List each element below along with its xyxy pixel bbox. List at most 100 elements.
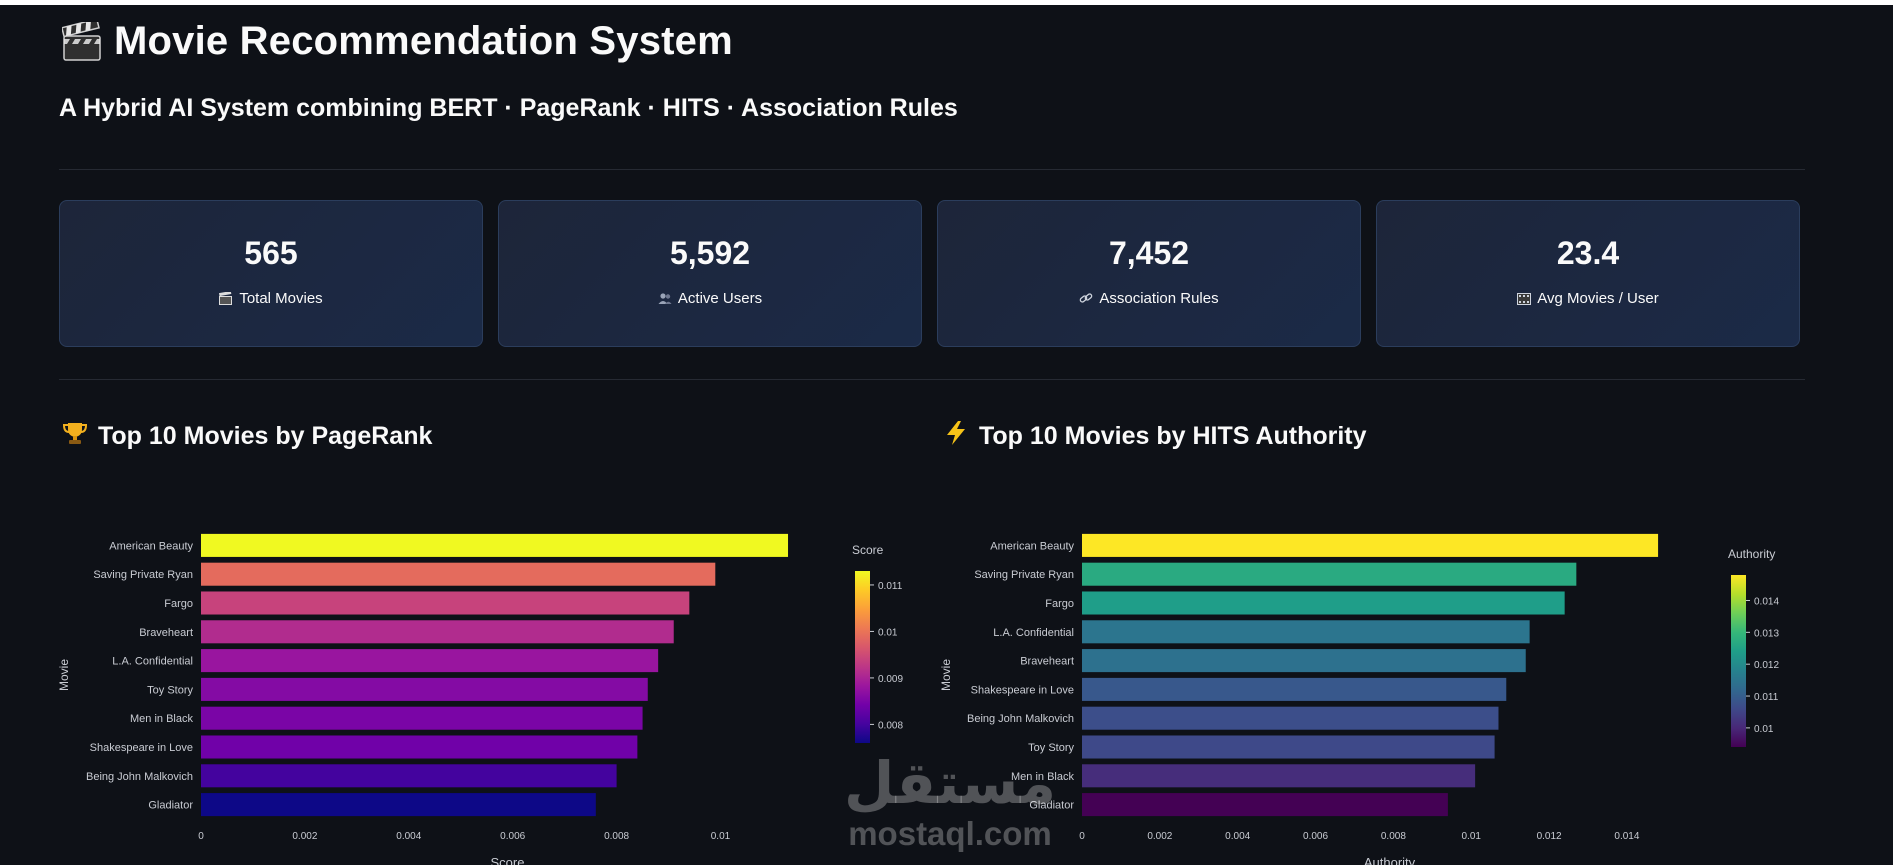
- colorbar-tick-label: 0.013: [1754, 628, 1779, 639]
- y-tick-label: Toy Story: [1028, 742, 1074, 754]
- colorbar-tick-label: 0.012: [1754, 660, 1779, 671]
- y-tick-label: Fargo: [164, 598, 193, 610]
- bar-men-in-black: [201, 706, 643, 730]
- x-axis-label: Score: [491, 855, 525, 865]
- y-tick-label: Being John Malkovich: [86, 771, 193, 783]
- x-tick-label: 0.002: [1147, 831, 1172, 842]
- divider-top: [59, 169, 1805, 170]
- lightning-icon: [943, 420, 969, 453]
- x-tick-label: 0.01: [711, 831, 731, 842]
- bar-shakespeare-in-love: [201, 735, 638, 759]
- y-tick-label: Being John Malkovich: [967, 713, 1074, 725]
- divider-middle: [59, 379, 1805, 380]
- y-tick-label: Men in Black: [1011, 771, 1074, 783]
- page-subtitle: A Hybrid AI System combining BERT · Page…: [59, 94, 958, 122]
- bar-being-john-malkovich: [201, 764, 617, 788]
- metric-label-row: Association Rules: [1079, 289, 1219, 307]
- metric-label: Association Rules: [1099, 289, 1219, 307]
- bar-men-in-black: [1082, 764, 1476, 788]
- bar-l-a-confidential: [201, 649, 659, 673]
- bar-saving-private-ryan: [1082, 562, 1577, 586]
- y-tick-label: American Beauty: [109, 540, 193, 552]
- x-tick-label: 0.008: [1381, 831, 1406, 842]
- colorbar: [855, 571, 870, 743]
- colorbar: [1731, 575, 1746, 747]
- metric-value: 565: [244, 234, 298, 271]
- colorbar-tick-label: 0.01: [878, 627, 898, 638]
- metric-card-total-movies: 565 Total Movies: [59, 200, 483, 347]
- bar-shakespeare-in-love: [1082, 677, 1507, 701]
- metric-value: 7,452: [1108, 234, 1190, 271]
- y-tick-label: Toy Story: [147, 684, 193, 696]
- y-tick-label: Saving Private Ryan: [93, 569, 193, 581]
- colorbar-tick-label: 0.01: [1754, 724, 1774, 735]
- colorbar-tick-label: 0.014: [1754, 596, 1779, 607]
- metric-card-active-users: 5,592 Active Users: [498, 200, 922, 347]
- y-tick-label: L.A. Confidential: [993, 627, 1074, 639]
- metric-value: 5,592: [669, 234, 751, 271]
- x-tick-label: 0.004: [396, 831, 421, 842]
- x-tick-label: 0.006: [500, 831, 525, 842]
- pagerank-section-title: Top 10 Movies by PageRank: [62, 420, 432, 453]
- users-icon: [658, 292, 672, 305]
- y-axis-label: Movie: [57, 659, 71, 691]
- bar-saving-private-ryan: [201, 562, 716, 586]
- y-tick-label: American Beauty: [990, 540, 1074, 552]
- x-tick-label: 0: [198, 831, 204, 842]
- colorbar-tick-label: 0.011: [1754, 692, 1779, 703]
- title-row: Movie Recommendation System: [60, 17, 733, 64]
- pagerank-chart: American Beauty Saving Private Ryan Fargo B…: [57, 533, 903, 865]
- x-tick-label: 0.006: [1303, 831, 1328, 842]
- hits-chart: American Beauty Saving Private Ryan Fargo L…: [939, 533, 1779, 865]
- colorbar-tick-label: 0.011: [878, 581, 903, 592]
- metric-label-row: Active Users: [658, 290, 762, 307]
- bar-gladiator: [201, 793, 596, 817]
- bar-toy-story: [1082, 735, 1495, 759]
- clapperboard-icon: [60, 17, 102, 62]
- bar-gladiator: [1082, 793, 1448, 817]
- pagerank-title-text: Top 10 Movies by PageRank: [98, 422, 433, 450]
- metric-card-avg-movies: 23.4 Avg Movies / User: [1376, 200, 1800, 347]
- metrics-row: 565 Total Movies 5,592 Active Users 7,45…: [59, 200, 1800, 347]
- hits-section-title: Top 10 Movies by HITS Authority: [943, 420, 1367, 453]
- x-axis-label: Authority: [1364, 855, 1416, 865]
- x-tick-label: 0.008: [604, 831, 629, 842]
- bar-toy-story: [201, 677, 648, 701]
- hits-title-text: Top 10 Movies by HITS Authority: [979, 422, 1367, 450]
- metric-label: Total Movies: [239, 289, 323, 307]
- bar-being-john-malkovich: [1082, 706, 1499, 730]
- clapper-icon: [219, 290, 233, 305]
- y-tick-label: Braveheart: [1020, 656, 1074, 668]
- y-tick-label: Saving Private Ryan: [974, 569, 1074, 581]
- colorbar-title: Score: [852, 543, 884, 557]
- metric-card-association-rules: 7,452 Association Rules: [937, 200, 1361, 347]
- colorbar-tick-label: 0.009: [878, 674, 903, 685]
- metric-label-row: Total Movies: [219, 289, 323, 307]
- bar-braveheart: [1082, 649, 1526, 673]
- metric-label: Avg Movies / User: [1537, 289, 1659, 307]
- x-tick-label: 0.014: [1614, 831, 1639, 842]
- colorbar-tick-label: 0.008: [878, 720, 903, 731]
- x-tick-label: 0.012: [1537, 831, 1562, 842]
- y-tick-label: Braveheart: [139, 627, 193, 639]
- y-tick-label: Shakespeare in Love: [971, 684, 1074, 696]
- metric-label: Active Users: [677, 289, 763, 307]
- app-main: Movie Recommendation System A Hybrid AI …: [0, 5, 1893, 865]
- y-tick-label: Gladiator: [148, 800, 193, 812]
- bar-fargo: [201, 591, 690, 615]
- x-tick-label: 0: [1079, 831, 1085, 842]
- bar-american-beauty: [1082, 533, 1659, 557]
- bar-l-a-confidential: [1082, 620, 1530, 644]
- link-icon: [1079, 292, 1093, 305]
- film-frames-icon: [1517, 292, 1532, 305]
- bar-braveheart: [201, 620, 674, 644]
- y-tick-label: L.A. Confidential: [112, 656, 193, 668]
- metric-label-row: Avg Movies / User: [1517, 289, 1659, 307]
- y-tick-label: Fargo: [1045, 598, 1074, 610]
- page-title: Movie Recommendation System: [114, 19, 733, 63]
- trophy-icon: [62, 420, 88, 453]
- y-axis-label: Movie: [939, 659, 953, 691]
- y-tick-label: Men in Black: [130, 713, 193, 725]
- x-tick-label: 0.002: [292, 831, 317, 842]
- bar-fargo: [1082, 591, 1565, 615]
